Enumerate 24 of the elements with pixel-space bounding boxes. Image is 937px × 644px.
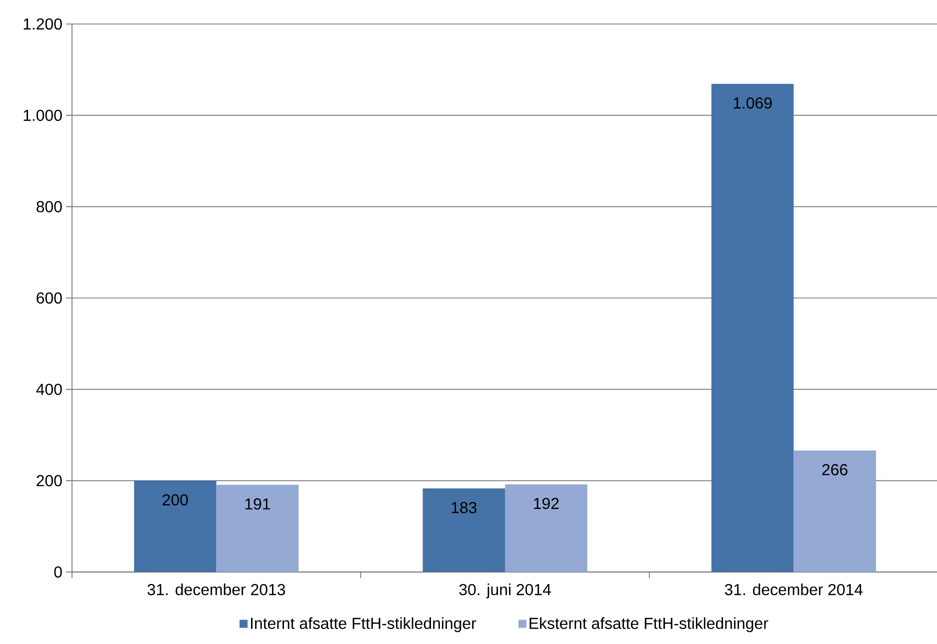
bar: [711, 84, 794, 572]
bar: [216, 484, 299, 572]
data-label: 191: [245, 498, 270, 510]
legend-label: Internt afsatte FttH-stikledninger: [251, 617, 476, 632]
y-tick-label: 400: [36, 384, 62, 395]
bar: [134, 480, 216, 572]
data-label: 200: [162, 494, 188, 506]
y-tick-label: 200: [36, 475, 62, 486]
data-label: 183: [452, 502, 476, 514]
x-tick-label: 30. juni 2014: [459, 584, 551, 598]
data-label: 192: [534, 498, 559, 510]
legend-label: Eksternt afsatte FttH-stikledninger: [530, 617, 768, 632]
y-tick-label: 0: [54, 566, 62, 578]
bar: [422, 488, 506, 572]
x-tick-label: 31. december 2014: [724, 584, 863, 596]
data-label: 266: [822, 464, 848, 476]
y-tick-label: 1.200: [24, 18, 62, 30]
bar: [794, 450, 876, 572]
y-tick-label: 1.000: [24, 110, 62, 121]
data-label: 1.069: [734, 97, 772, 109]
x-tick-label: 31. december 2013: [148, 584, 286, 596]
bar: [505, 484, 588, 572]
y-tick-label: 600: [36, 292, 62, 304]
y-tick-label: 800: [36, 201, 62, 212]
